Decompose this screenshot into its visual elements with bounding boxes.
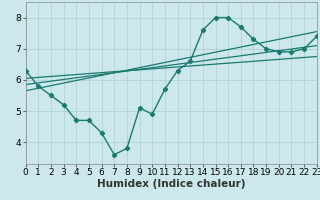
X-axis label: Humidex (Indice chaleur): Humidex (Indice chaleur) [97, 179, 245, 189]
